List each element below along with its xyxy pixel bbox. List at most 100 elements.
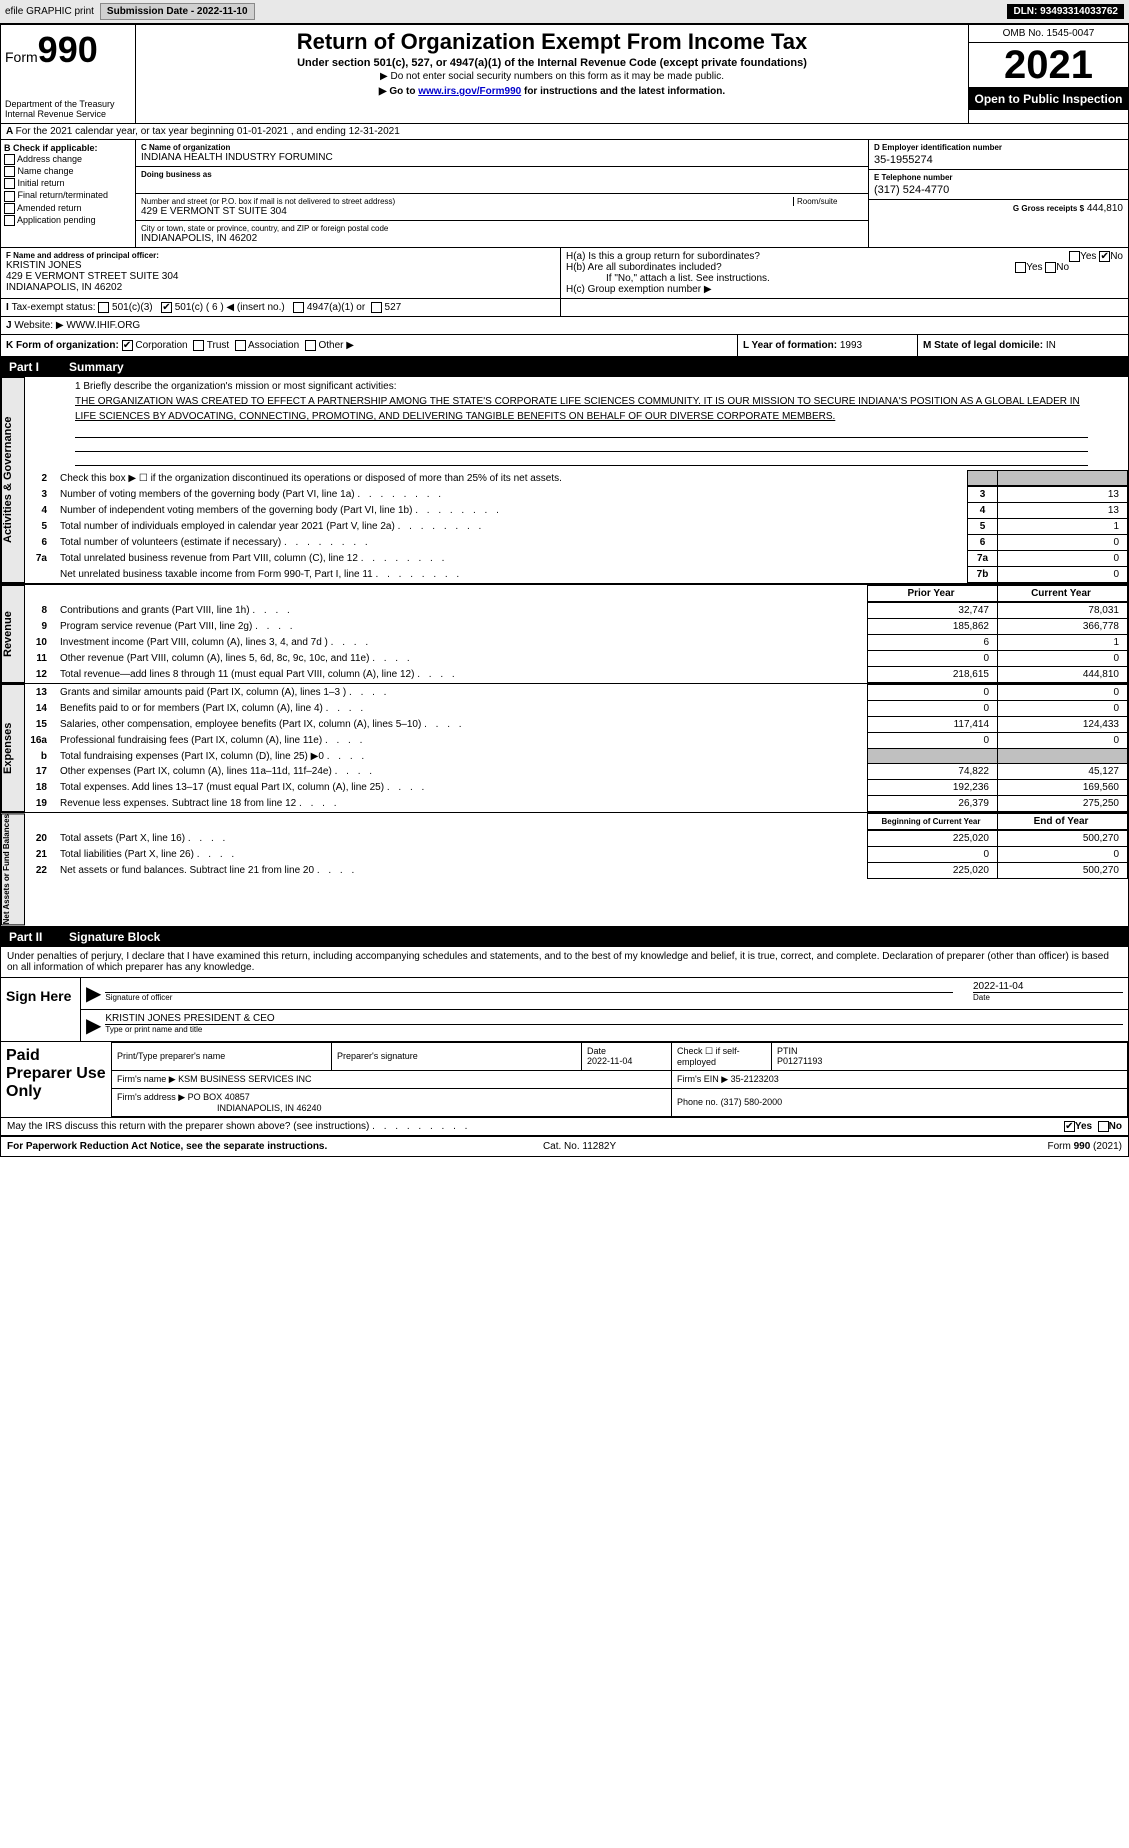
sig-arrow-icon: ▶ (86, 981, 101, 1006)
table-row: 7aTotal unrelated business revenue from … (25, 551, 1128, 567)
officer-city: INDIANAPOLIS, IN 46202 (6, 282, 555, 293)
street-value: 429 E VERMONT ST SUITE 304 (141, 206, 863, 217)
amended-return-checkbox[interactable] (4, 203, 15, 214)
ein-value: 35-1955274 (874, 154, 1123, 166)
table-row: Net unrelated business taxable income fr… (25, 567, 1128, 583)
application-pending-checkbox[interactable] (4, 215, 15, 226)
officer-name: KRISTIN JONES (6, 260, 555, 271)
dba-label: Doing business as (141, 170, 863, 179)
ha-no-checkbox[interactable] (1099, 251, 1110, 262)
hb-yes-checkbox[interactable] (1015, 262, 1026, 273)
boy-header: Beginning of Current Year (868, 814, 998, 830)
open-to-public-badge: Open to Public Inspection (969, 88, 1128, 110)
form-org-label: K Form of organization: (6, 340, 119, 351)
table-row: 8Contributions and grants (Part VIII, li… (25, 603, 1128, 619)
org-name-value: INDIANA HEALTH INDUSTRY FORUMINC (141, 152, 863, 163)
table-row: 9Program service revenue (Part VIII, lin… (25, 619, 1128, 635)
footer-right: Form 990 (2021) (1047, 1141, 1121, 1152)
ha-yes-checkbox[interactable] (1069, 251, 1080, 262)
discuss-no-checkbox[interactable] (1098, 1121, 1109, 1132)
table-row: 17Other expenses (Part IX, column (A), l… (25, 764, 1128, 780)
prior-year-header: Prior Year (868, 586, 998, 602)
check-applicable-label: B Check if applicable: (4, 143, 132, 153)
city-label: City or town, state or province, country… (141, 224, 863, 233)
table-row: 4Number of independent voting members of… (25, 503, 1128, 519)
declaration-text: Under penalties of perjury, I declare th… (1, 947, 1128, 978)
firm-addr2: INDIANAPOLIS, IN 46240 (117, 1103, 322, 1113)
corporation-checkbox[interactable] (122, 340, 133, 351)
org-name-label: C Name of organization (141, 143, 863, 152)
preparer-date: 2022-11-04 (587, 1056, 632, 1066)
efile-label: efile GRAPHIC print (5, 6, 94, 17)
501c3-checkbox[interactable] (98, 302, 109, 313)
trust-checkbox[interactable] (193, 340, 204, 351)
form-number: 990 (38, 29, 98, 70)
table-row: 6Total number of volunteers (estimate if… (25, 535, 1128, 551)
4947-checkbox[interactable] (293, 302, 304, 313)
address-change-checkbox[interactable] (4, 154, 15, 165)
omb-number: OMB No. 1545-0047 (969, 25, 1128, 43)
street-label: Number and street (or P.O. box if mail i… (141, 197, 793, 206)
activities-governance-label: Activities & Governance (1, 377, 25, 583)
hb-label: H(b) Are all subordinates included? (566, 262, 722, 273)
gross-receipts-label: G Gross receipts $ (1013, 204, 1084, 213)
mission-text: THE ORGANIZATION WAS CREATED TO EFFECT A… (75, 394, 1088, 424)
gross-receipts-value: 444,810 (1087, 203, 1123, 214)
501c-checkbox[interactable] (161, 302, 172, 313)
officer-addr: 429 E VERMONT STREET SUITE 304 (6, 271, 555, 282)
state-domicile: IN (1046, 340, 1056, 351)
current-year-header: Current Year (998, 586, 1128, 602)
sign-here-label: Sign Here (1, 978, 81, 1041)
hb-note: If "No," attach a list. See instructions… (566, 273, 1123, 284)
table-row: 13Grants and similar amounts paid (Part … (25, 685, 1128, 701)
firm-phone: (317) 580-2000 (721, 1097, 783, 1107)
table-row: 21Total liabilities (Part X, line 26) . … (25, 847, 1128, 863)
subtitle-1: Under section 501(c), 527, or 4947(a)(1)… (140, 57, 964, 69)
website-value: WWW.IHIF.ORG (66, 320, 140, 331)
table-row: 22Net assets or fund balances. Subtract … (25, 863, 1128, 879)
part1-title: Summary (69, 360, 124, 374)
website-label: Website: ▶ (14, 320, 63, 331)
hc-label: H(c) Group exemption number ▶ (566, 284, 1123, 295)
firm-ein: 35-2123203 (731, 1074, 779, 1084)
revenue-label: Revenue (1, 585, 25, 683)
ptin-value: P01271193 (777, 1056, 822, 1066)
table-row: 19Revenue less expenses. Subtract line 1… (25, 796, 1128, 812)
other-checkbox[interactable] (305, 340, 316, 351)
tax-exempt-label: Tax-exempt status: (12, 302, 96, 313)
year-formation: 1993 (840, 340, 862, 351)
table-row: 18Total expenses. Add lines 13–17 (must … (25, 780, 1128, 796)
discuss-yes-checkbox[interactable] (1064, 1121, 1075, 1132)
sig-date-value: 2022-11-04 (973, 981, 1123, 993)
dept-label: Department of the Treasury Internal Reve… (5, 99, 131, 119)
row-a-period: A For the 2021 calendar year, or tax yea… (1, 124, 1128, 140)
table-row: 5Total number of individuals employed in… (25, 519, 1128, 535)
firm-name: KSM BUSINESS SERVICES INC (178, 1074, 311, 1084)
table-row: 20Total assets (Part X, line 16) . . . .… (25, 831, 1128, 847)
eoy-header: End of Year (998, 814, 1128, 830)
submission-date-button[interactable]: Submission Date - 2022-11-10 (100, 3, 255, 20)
hb-no-checkbox[interactable] (1045, 262, 1056, 273)
table-row: 15Salaries, other compensation, employee… (25, 717, 1128, 733)
city-value: INDIANAPOLIS, IN 46202 (141, 233, 863, 244)
sig-date-label: Date (973, 993, 1123, 1002)
dln-label: DLN: 93493314033762 (1007, 4, 1124, 19)
line2-text: Check this box ▶ ☐ if the organization d… (55, 471, 968, 486)
subtitle-3: ▶ Go to www.irs.gov/Form990 for instruct… (140, 86, 964, 97)
name-change-checkbox[interactable] (4, 166, 15, 177)
527-checkbox[interactable] (371, 302, 382, 313)
table-row: 10Investment income (Part VIII, column (… (25, 635, 1128, 651)
initial-return-checkbox[interactable] (4, 178, 15, 189)
table-row: 11Other revenue (Part VIII, column (A), … (25, 651, 1128, 667)
officer-print-name: KRISTIN JONES PRESIDENT & CEO (105, 1013, 1123, 1025)
association-checkbox[interactable] (235, 340, 246, 351)
irs-link[interactable]: www.irs.gov/Form990 (418, 86, 521, 97)
table-row: bTotal fundraising expenses (Part IX, co… (25, 749, 1128, 764)
officer-label: F Name and address of principal officer: (6, 251, 555, 260)
mission-label: 1 Briefly describe the organization's mi… (75, 381, 1088, 392)
final-return-checkbox[interactable] (4, 191, 15, 202)
part2-label: Part II (9, 930, 69, 944)
preparer-name-label: Print/Type preparer's name (112, 1042, 332, 1070)
table-row: 3Number of voting members of the governi… (25, 487, 1128, 503)
form-label: Form (5, 49, 38, 65)
